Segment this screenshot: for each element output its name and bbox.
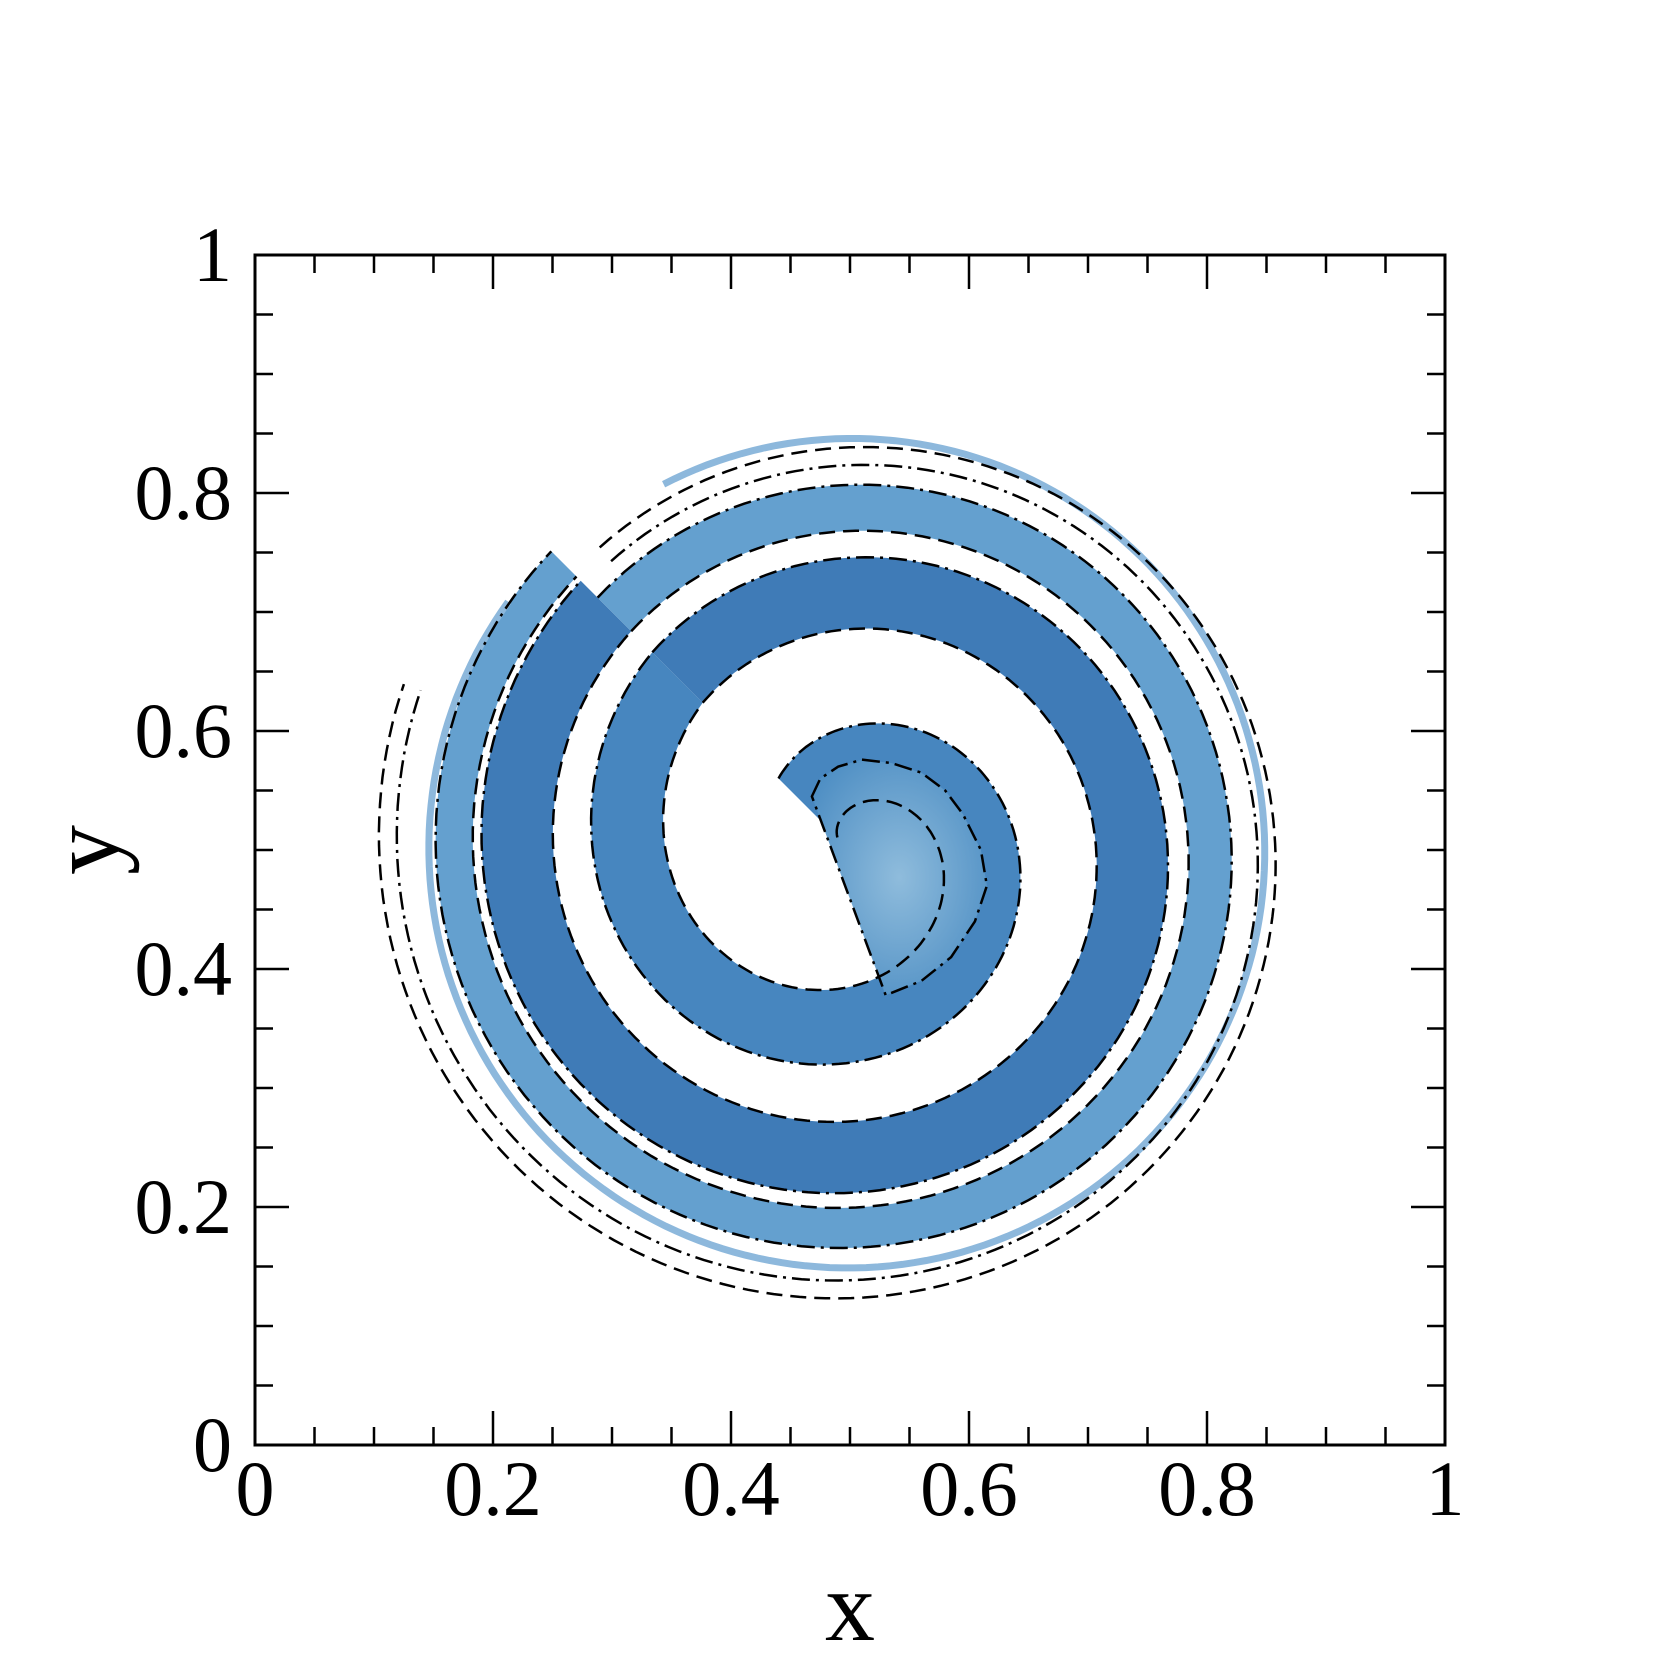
axis-ticks <box>253 253 1447 1447</box>
contour-dashdot <box>434 483 1233 1250</box>
x-axis-title: x <box>825 1551 875 1662</box>
outer-contour-dashed <box>377 445 1277 1300</box>
y-tick-label: 0.2 <box>135 1163 233 1250</box>
plot-area <box>377 435 1277 1300</box>
contour-lines <box>377 445 1277 1300</box>
outer-filament <box>425 435 1269 1272</box>
spiral-band <box>481 557 1168 1194</box>
y-axis-title: y <box>29 825 140 875</box>
contour-dashed <box>661 701 946 992</box>
y-tick-label: 0.4 <box>135 925 233 1012</box>
x-tick-label: 0.8 <box>1158 1445 1256 1532</box>
y-tick-label: 1 <box>193 211 232 298</box>
y-tick-label: 0.6 <box>135 687 233 774</box>
contour-dashdot <box>589 651 1022 1066</box>
x-tick-label: 0.4 <box>682 1445 780 1532</box>
contour-dashed <box>551 627 1098 1124</box>
x-tick-label: 0.6 <box>920 1445 1018 1532</box>
y-tick-label: 0.8 <box>135 449 233 536</box>
x-tick-label: 0.2 <box>444 1445 542 1532</box>
outer-contour-dashdot <box>395 463 1260 1282</box>
filled-spiral-bands <box>425 435 1269 1272</box>
spiral-core <box>810 758 989 997</box>
x-tick-label: 0 <box>236 1445 275 1532</box>
contour-dashdot <box>480 556 1170 1195</box>
contour-dashed <box>471 529 1190 1210</box>
axis-tick-labels: 0 0.2 0.4 0.6 0.8 1 0 0.2 0.4 0.6 0.8 1 <box>135 211 1465 1532</box>
y-tick-label: 0 <box>193 1401 232 1488</box>
x-tick-label: 1 <box>1426 1445 1465 1532</box>
